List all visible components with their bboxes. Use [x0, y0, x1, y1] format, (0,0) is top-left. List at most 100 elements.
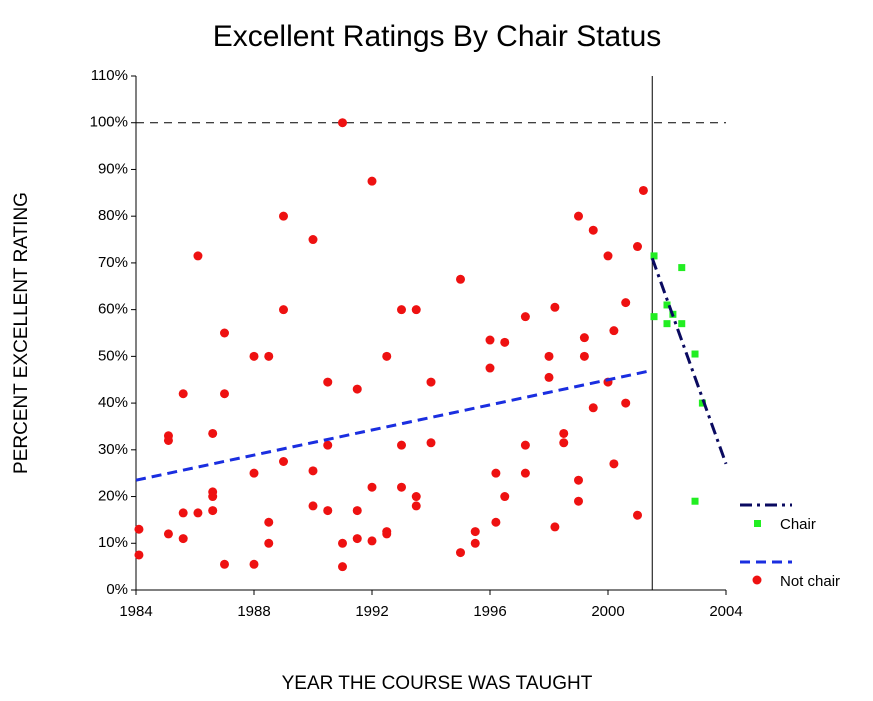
scatter-point	[163, 529, 173, 539]
scatter-point	[411, 501, 421, 511]
scatter-point	[352, 506, 362, 516]
x-tick-label: 1992	[355, 603, 388, 620]
scatter-point	[411, 492, 421, 502]
scatter-point	[456, 548, 465, 558]
scatter-point	[411, 305, 421, 315]
scatter-point	[633, 242, 642, 252]
scatter-point	[426, 377, 436, 387]
scatter-point	[249, 559, 259, 569]
scatter-point	[208, 506, 218, 516]
x-tick-label: 1996	[473, 603, 506, 620]
scatter-point	[609, 459, 619, 469]
scatter-point	[426, 438, 436, 448]
scatter-point	[208, 492, 218, 502]
scatter-point	[382, 529, 392, 539]
scatter-point	[338, 538, 347, 548]
trend-line	[650, 257, 728, 465]
scatter-point	[520, 312, 530, 322]
scatter-point	[134, 524, 144, 534]
scatter-point	[663, 320, 671, 328]
scatter-point	[352, 534, 362, 544]
chart-title: Excellent Ratings By Chair Status	[213, 20, 662, 53]
scatter-point	[520, 440, 530, 450]
scatter-point	[485, 363, 495, 373]
scatter-point	[559, 428, 569, 438]
scatter-point	[220, 559, 229, 569]
scatter-point	[367, 176, 377, 186]
scatter-point	[193, 251, 203, 261]
scatter-point	[500, 337, 510, 347]
scatter-point	[352, 384, 362, 394]
scatter-point	[279, 305, 288, 315]
y-tick-label: 60%	[98, 301, 128, 318]
scatter-point	[621, 398, 631, 408]
scatter-point	[550, 522, 560, 532]
scatter-point	[491, 517, 501, 527]
scatter-point	[264, 517, 274, 527]
scatter-point	[579, 333, 589, 343]
scatter-point	[574, 475, 583, 485]
scatter-point	[323, 440, 333, 450]
scatter-point	[603, 251, 613, 261]
scatter-point	[588, 403, 598, 413]
scatter-point	[397, 482, 406, 492]
scatter-point	[323, 377, 333, 387]
scatter-point	[308, 466, 318, 476]
scatter-point	[559, 438, 569, 448]
scatter-point	[249, 468, 259, 478]
y-tick-label: 0%	[106, 581, 128, 598]
y-tick-label: 100%	[90, 114, 128, 131]
scatter-point	[456, 274, 465, 284]
scatter-point	[621, 298, 631, 308]
y-tick-label: 80%	[98, 207, 128, 224]
scatter-point	[633, 510, 642, 520]
scatter-point	[367, 482, 377, 492]
scatter-point	[678, 320, 686, 328]
scatter-point	[279, 457, 288, 466]
scatter-point	[470, 527, 480, 537]
x-tick-label: 2004	[709, 603, 742, 620]
y-axis-label: PERCENT EXCELLENT RATING	[11, 192, 32, 474]
y-tick-label: 70%	[98, 254, 128, 271]
scatter-point	[308, 501, 318, 511]
x-tick-label: 1988	[237, 603, 270, 620]
y-tick-label: 20%	[98, 488, 128, 505]
scatter-point	[574, 211, 583, 221]
scatter-point	[178, 534, 188, 544]
scatter-point	[691, 350, 699, 358]
legend-label: Chair	[780, 516, 816, 533]
scatter-point	[323, 506, 333, 516]
scatter-point	[308, 235, 318, 245]
scatter-point	[249, 351, 259, 361]
scatter-point	[500, 492, 510, 502]
scatter-point	[544, 372, 554, 382]
scatter-point	[220, 389, 229, 399]
scatter-point	[698, 399, 706, 407]
scatter-point	[609, 326, 619, 336]
legend-marker	[754, 520, 761, 527]
x-tick-label: 2000	[591, 603, 624, 620]
y-tick-label: 30%	[98, 441, 128, 458]
scatter-point	[220, 328, 229, 338]
scatter-point	[382, 351, 392, 361]
scatter-point	[134, 550, 144, 560]
scatter-point	[338, 118, 347, 128]
y-tick-label: 50%	[98, 347, 128, 364]
scatter-point	[588, 225, 598, 235]
scatter-point	[208, 428, 218, 438]
scatter-point	[397, 305, 406, 315]
scatter-point	[638, 185, 648, 195]
scatter-point	[163, 435, 173, 445]
scatter-point	[579, 351, 589, 361]
y-tick-label: 10%	[98, 534, 128, 551]
scatter-point	[491, 468, 501, 478]
scatter-point	[485, 335, 495, 345]
y-tick-label: 90%	[98, 160, 128, 177]
x-tick-label: 1984	[119, 603, 152, 620]
legend-marker	[752, 575, 762, 585]
scatter-point	[691, 497, 699, 505]
scatter-point	[470, 538, 480, 548]
legend-label: Not chair	[780, 573, 840, 590]
scatter-point	[520, 468, 530, 478]
